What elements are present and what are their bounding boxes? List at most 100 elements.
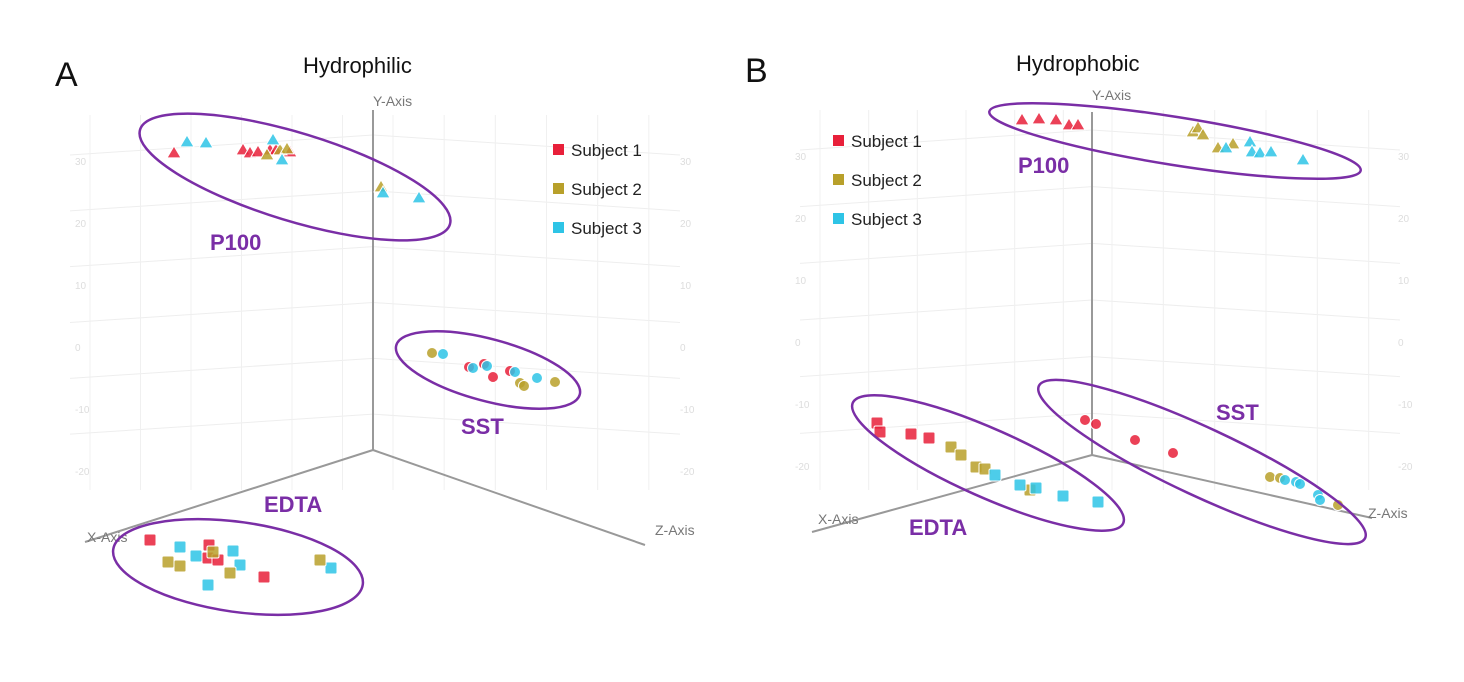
legend-label: Subject 3 [851, 210, 922, 229]
point-sst-subject-3 [1314, 494, 1326, 506]
point-sst-subject-1 [1079, 414, 1091, 426]
grid-line [372, 302, 681, 323]
grid-line [1091, 186, 1401, 208]
x-axis-line [84, 449, 374, 543]
point-p100-subject-2 [1195, 127, 1211, 141]
panel-a: A Hydrophilic Y-Axis X-Axis Z-Axis 30 302… [55, 53, 695, 617]
grid-line [372, 190, 681, 212]
legend: Subject 1 Subject 2 Subject 3 [553, 141, 642, 238]
grid-line [69, 302, 374, 323]
z-axis-line [372, 449, 646, 546]
grid-line [1091, 129, 1401, 151]
chart-title: Hydrophilic [303, 53, 412, 78]
y-tick-label: 30 [75, 157, 87, 168]
point-edta-subject-3 [201, 578, 215, 592]
y-tick-label: 20 [680, 219, 692, 230]
point-sst-subject-2 [1264, 471, 1276, 483]
point-edta-subject-2 [206, 545, 220, 559]
y-tick-label: 30 [680, 157, 692, 168]
grid [799, 110, 1401, 490]
panel-b: B Hydrophobic Y-Axis X-Axis Z-Axis 30 30 2… [745, 51, 1413, 546]
legend-swatch-subject-3 [833, 213, 844, 224]
y-tick-label: 10 [795, 276, 807, 287]
legend-swatch-subject-3 [553, 222, 564, 233]
point-edta-subject-3 [324, 561, 338, 575]
legend-label: Subject 2 [571, 180, 642, 199]
point-sst-subject-3 [467, 362, 479, 374]
sst-ellipse [1036, 378, 1368, 546]
grid-line [799, 299, 1093, 321]
chart-title: Hydrophobic [1016, 51, 1140, 76]
point-sst-subject-3 [481, 360, 493, 372]
grid-line [69, 134, 374, 156]
y-tick-label: 30 [795, 152, 807, 163]
legend-label: Subject 1 [571, 141, 642, 160]
x-axis-label: X-Axis [818, 511, 858, 527]
x-axis-line [811, 454, 1093, 533]
legend-label: Subject 1 [851, 132, 922, 151]
point-p100-subject-1 [250, 144, 266, 158]
grid-line [1091, 356, 1401, 378]
point-edta-subject-3 [226, 544, 240, 558]
point-sst-subject-2 [549, 376, 561, 388]
y-tick-label: 0 [1398, 338, 1404, 349]
y-tick-label: 20 [1398, 214, 1410, 225]
z-axis-label: Z-Axis [655, 522, 695, 538]
y-tick-label: 0 [75, 343, 81, 354]
point-edta-subject-2 [161, 555, 175, 569]
point-edta-subject-1 [143, 533, 157, 547]
y-tick-label: -10 [795, 400, 810, 411]
z-axis-label: Z-Axis [1368, 505, 1408, 521]
point-p100-subject-3 [198, 135, 214, 149]
grid-line [799, 129, 1093, 151]
point-p100-subject-3 [1218, 140, 1234, 154]
p100-ellipse [988, 101, 1362, 181]
z-axis-line [1091, 454, 1373, 519]
grid-line [1091, 299, 1401, 321]
point-sst-subject-3 [531, 372, 543, 384]
point-p100-subject-1 [1048, 112, 1064, 126]
y-tick-label: 20 [795, 214, 807, 225]
y-tick-label: -20 [1398, 462, 1413, 473]
y-ticks: 30 30 20 20 10 10 0 0 -10 -10 -20 -20 [75, 157, 695, 478]
point-edta-subject-2 [944, 440, 958, 454]
point-sst-subject-2 [518, 380, 530, 392]
y-tick-label: 10 [75, 281, 87, 292]
grid-line [69, 413, 374, 435]
group-label-sst: SST [1216, 400, 1259, 425]
y-tick-label: 10 [680, 281, 692, 292]
point-p100-subject-2 [279, 141, 295, 155]
legend-label: Subject 2 [851, 171, 922, 190]
legend-swatch-subject-1 [553, 144, 564, 155]
sst-ellipse [394, 330, 582, 410]
group-label-edta: EDTA [909, 515, 967, 540]
point-p100-subject-3 [1263, 144, 1279, 158]
point-p100-subject-2 [259, 147, 275, 161]
point-edta-subject-3 [988, 468, 1002, 482]
point-p100-subject-3 [1242, 134, 1258, 148]
point-p100-subject-2 [1225, 136, 1241, 150]
y-ticks: 30 30 20 20 10 10 0 0 -10 -10 -20 -20 [795, 152, 1413, 473]
point-p100-subject-1 [1014, 112, 1030, 126]
point-edta-subject-3 [173, 540, 187, 554]
points [143, 132, 561, 592]
point-edta-subject-3 [1056, 489, 1070, 503]
point-edta-subject-3 [1013, 478, 1027, 492]
y-tick-label: -10 [1398, 400, 1413, 411]
point-sst-subject-2 [426, 347, 438, 359]
y-tick-label: -20 [795, 462, 810, 473]
y-tick-label: -10 [680, 405, 695, 416]
p100-ellipse [138, 112, 452, 242]
point-edta-subject-3 [233, 558, 247, 572]
point-p100-subject-3 [1252, 145, 1268, 159]
grid-line [1091, 412, 1401, 434]
grid-line [372, 357, 681, 379]
y-tick-label: -20 [680, 467, 695, 478]
legend-swatch-subject-2 [833, 174, 844, 185]
point-edta-subject-2 [313, 553, 327, 567]
point-p100-subject-3 [375, 185, 391, 199]
point-sst-subject-3 [437, 348, 449, 360]
point-p100-subject-1 [1070, 117, 1086, 131]
grid-line [799, 356, 1093, 378]
point-p100-subject-3 [411, 190, 427, 204]
